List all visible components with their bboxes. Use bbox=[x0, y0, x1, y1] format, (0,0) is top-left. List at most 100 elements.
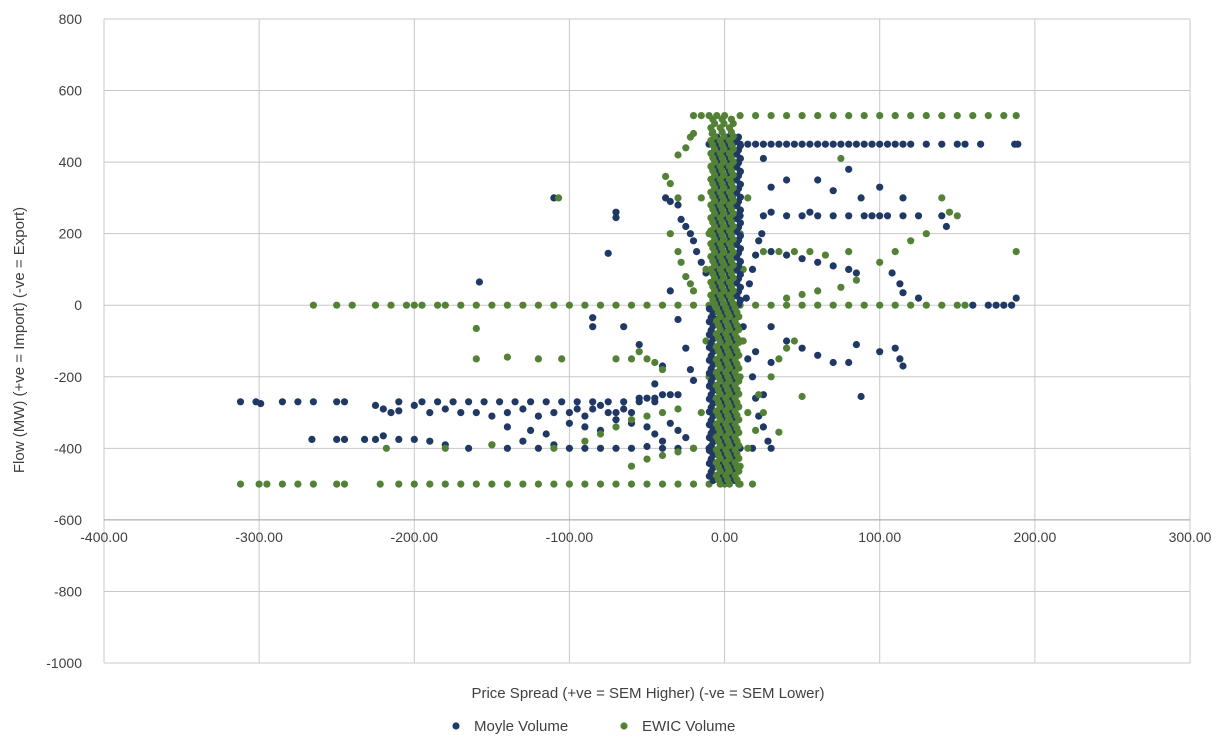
data-point bbox=[294, 398, 302, 406]
data-point bbox=[612, 355, 620, 363]
data-point bbox=[907, 301, 915, 309]
data-point bbox=[596, 430, 605, 438]
data-point bbox=[658, 437, 667, 445]
data-point bbox=[829, 212, 837, 220]
data-point bbox=[798, 212, 806, 220]
legend-marker bbox=[620, 722, 628, 730]
data-point bbox=[752, 426, 760, 434]
data-point bbox=[783, 176, 791, 184]
data-point bbox=[775, 140, 783, 148]
data-point bbox=[767, 140, 775, 148]
data-point bbox=[472, 324, 480, 333]
data-point bbox=[503, 353, 511, 361]
data-point bbox=[767, 208, 775, 216]
data-point bbox=[891, 112, 899, 120]
data-point bbox=[922, 301, 930, 309]
data-point bbox=[876, 112, 884, 120]
data-point bbox=[922, 112, 930, 120]
y-tick-label: -800 bbox=[54, 583, 82, 599]
y-tick-label: -600 bbox=[54, 512, 82, 528]
data-point bbox=[891, 344, 899, 352]
data-point bbox=[752, 140, 760, 148]
data-point bbox=[806, 140, 814, 148]
data-point bbox=[742, 294, 750, 302]
data-point bbox=[798, 255, 806, 263]
data-point bbox=[783, 112, 791, 120]
data-point bbox=[775, 355, 783, 363]
data-point bbox=[651, 430, 659, 438]
x-tick-label: 0.00 bbox=[711, 529, 738, 545]
data-point bbox=[604, 249, 612, 257]
y-tick-label: 0 bbox=[74, 297, 82, 313]
data-point bbox=[775, 248, 783, 256]
data-point bbox=[689, 376, 698, 384]
data-point bbox=[627, 444, 636, 452]
data-point bbox=[382, 444, 390, 452]
data-point bbox=[666, 180, 674, 188]
data-point bbox=[488, 412, 496, 420]
data-point bbox=[814, 351, 822, 359]
data-point bbox=[361, 435, 369, 443]
data-point bbox=[682, 273, 690, 281]
data-point bbox=[682, 144, 690, 152]
data-point bbox=[961, 301, 969, 309]
data-point bbox=[686, 366, 695, 374]
data-point bbox=[767, 248, 775, 256]
data-point bbox=[308, 435, 316, 443]
data-point bbox=[969, 301, 977, 309]
data-point bbox=[581, 480, 589, 488]
data-point bbox=[666, 419, 674, 427]
legend-marker bbox=[452, 722, 460, 730]
data-point bbox=[767, 373, 775, 381]
data-point bbox=[662, 172, 670, 180]
data-point bbox=[519, 437, 527, 445]
data-point bbox=[651, 380, 659, 388]
data-point bbox=[689, 287, 698, 295]
data-point bbox=[503, 301, 511, 309]
data-point bbox=[829, 262, 837, 270]
data-point bbox=[837, 154, 845, 163]
legend-label: Moyle Volume bbox=[474, 718, 568, 735]
data-point bbox=[565, 301, 574, 309]
y-tick-label: 200 bbox=[59, 226, 83, 242]
x-tick-label: -100.00 bbox=[546, 529, 594, 545]
data-point bbox=[612, 409, 620, 417]
data-point bbox=[643, 301, 651, 309]
data-point bbox=[333, 435, 341, 443]
data-point bbox=[798, 344, 806, 352]
y-tick-label: 400 bbox=[59, 154, 83, 170]
data-point bbox=[837, 283, 845, 291]
data-point bbox=[674, 426, 682, 434]
data-point bbox=[379, 432, 387, 440]
data-point bbox=[674, 201, 682, 209]
data-point bbox=[612, 444, 620, 452]
data-point bbox=[658, 301, 667, 309]
data-point bbox=[426, 437, 434, 445]
data-point bbox=[744, 355, 752, 363]
data-point bbox=[658, 391, 667, 399]
data-point bbox=[876, 183, 884, 191]
data-point bbox=[677, 215, 685, 223]
data-point bbox=[674, 151, 682, 159]
data-point bbox=[845, 140, 853, 148]
data-point bbox=[790, 248, 799, 256]
data-point bbox=[829, 140, 837, 148]
x-tick-label: 100.00 bbox=[858, 529, 901, 545]
data-point bbox=[527, 426, 535, 434]
data-point bbox=[589, 314, 597, 322]
data-point bbox=[744, 140, 752, 148]
data-point bbox=[643, 394, 651, 402]
data-point bbox=[845, 112, 853, 120]
data-point bbox=[689, 112, 698, 120]
data-point bbox=[752, 301, 760, 309]
data-point bbox=[596, 480, 605, 488]
data-point bbox=[449, 398, 457, 406]
y-tick-label: -1000 bbox=[46, 655, 82, 671]
data-point bbox=[689, 480, 698, 488]
data-point bbox=[441, 301, 449, 309]
data-point bbox=[658, 409, 667, 417]
data-point bbox=[643, 455, 651, 463]
data-point bbox=[410, 480, 418, 488]
data-point bbox=[589, 398, 597, 406]
data-point bbox=[758, 230, 766, 238]
